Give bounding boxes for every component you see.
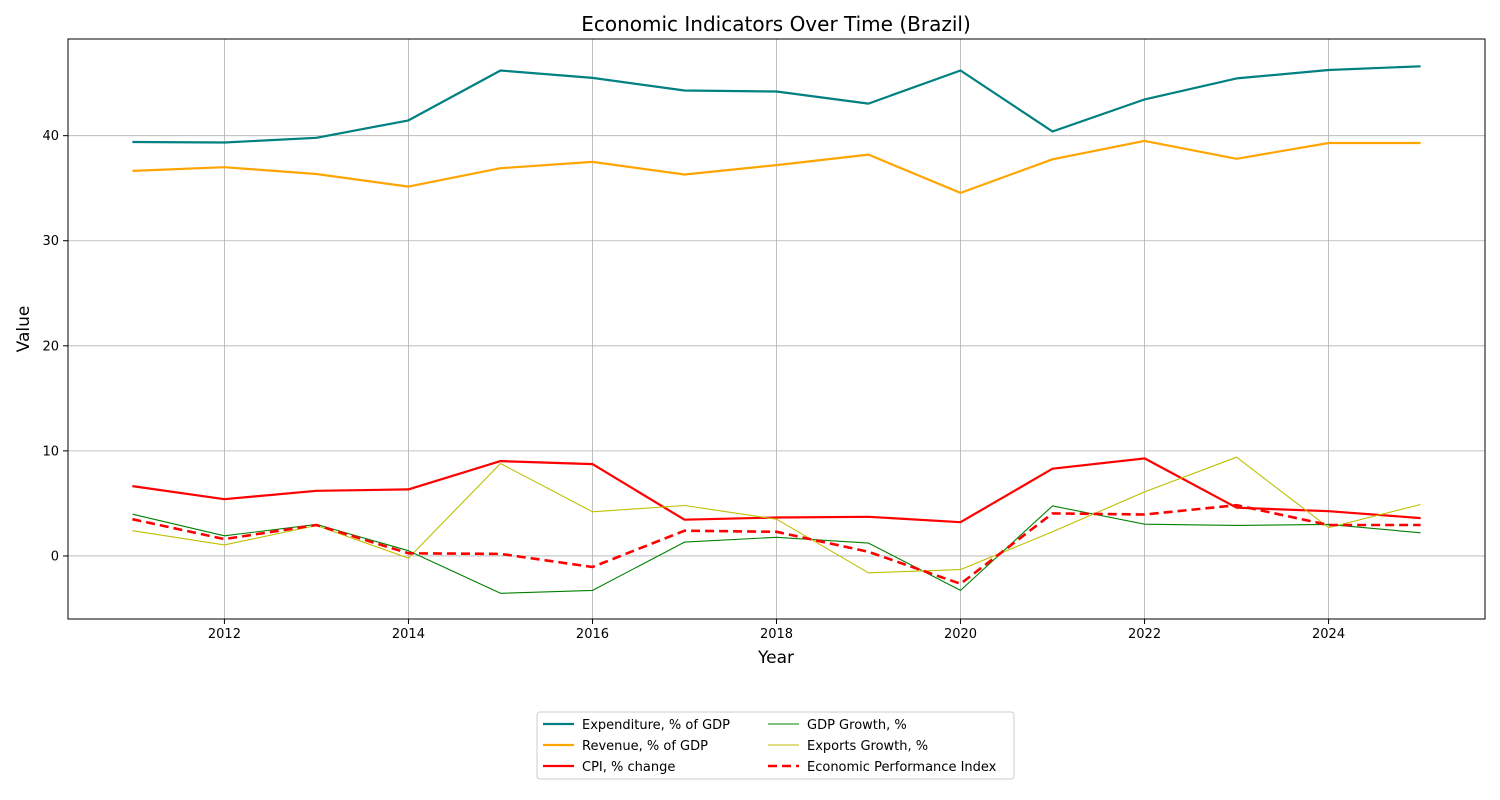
x-tick-label: 2014 [392,627,425,642]
x-tick-label: 2018 [760,627,793,642]
y-tick-label: 10 [42,444,59,459]
series-line-2 [132,457,1421,524]
series-line-4 [132,456,1421,574]
y-tick-label: 30 [42,234,59,249]
x-tick-label: 2016 [576,627,609,642]
x-tick-label: 2012 [208,627,241,642]
y-tick-label: 20 [42,339,59,354]
x-tick-label: 2024 [1312,627,1345,642]
y-axis-label: Value [14,306,34,353]
x-tick-label: 2020 [944,627,977,642]
legend-label: Economic Performance Index [807,760,997,775]
x-axis-label: Year [757,648,794,668]
chart-title: Economic Indicators Over Time (Brazil) [581,12,971,36]
axis-ticks: 2012 2014 2016 2018 2020 2022 2024 0 10 20 30 40 [42,129,1345,642]
series-line-5 [132,503,1421,586]
y-tick-label: 0 [51,549,59,564]
y-tick-label: 40 [42,129,59,144]
legend-label: Expenditure, % of GDP [582,718,730,733]
legend-label: GDP Growth, % [807,718,907,733]
x-tick-label: 2022 [1128,627,1161,642]
legend-label: Revenue, % of GDP [582,739,708,754]
legend-label: CPI, % change [582,760,675,775]
series-line-1 [132,139,1421,194]
series-line-0 [132,65,1421,144]
grid [68,39,1485,619]
series-lines [132,65,1421,594]
legend: Expenditure, % of GDP Revenue, % of GDP CP… [536,711,1015,780]
legend-label: Exports Growth, % [807,739,928,754]
